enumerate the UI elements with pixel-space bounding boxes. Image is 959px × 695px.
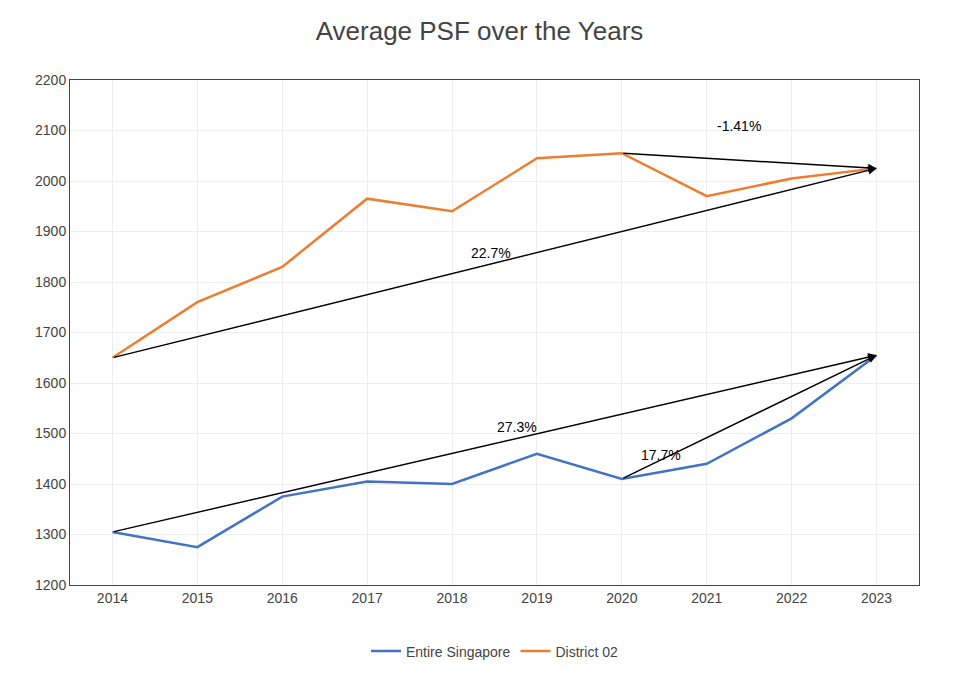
svg-text:2018: 2018 (436, 590, 467, 606)
svg-text:2019: 2019 (521, 590, 552, 606)
svg-text:1600: 1600 (35, 375, 66, 391)
svg-text:Average PSF over the Years: Average PSF over the Years (316, 16, 644, 46)
svg-text:1200: 1200 (35, 577, 66, 593)
svg-text:2100: 2100 (35, 122, 66, 138)
svg-text:2020: 2020 (606, 590, 637, 606)
svg-text:1800: 1800 (35, 274, 66, 290)
svg-text:2022: 2022 (776, 590, 807, 606)
svg-text:1700: 1700 (35, 324, 66, 340)
svg-text:2016: 2016 (267, 590, 298, 606)
svg-text:-1.41%: -1.41% (717, 118, 761, 134)
svg-text:1500: 1500 (35, 425, 66, 441)
svg-text:2023: 2023 (861, 590, 892, 606)
svg-text:District 02: District 02 (556, 644, 618, 660)
svg-text:22.7%: 22.7% (471, 245, 511, 261)
svg-text:Entire Singapore: Entire Singapore (406, 644, 511, 660)
svg-text:2000: 2000 (35, 173, 66, 189)
svg-text:2015: 2015 (182, 590, 213, 606)
svg-text:27.3%: 27.3% (497, 419, 537, 435)
svg-text:17.7%: 17.7% (641, 447, 681, 463)
svg-text:1400: 1400 (35, 476, 66, 492)
svg-text:2014: 2014 (97, 590, 128, 606)
svg-text:2017: 2017 (352, 590, 383, 606)
svg-text:1900: 1900 (35, 223, 66, 239)
svg-text:2021: 2021 (691, 590, 722, 606)
svg-text:2200: 2200 (35, 72, 66, 88)
svg-text:1300: 1300 (35, 526, 66, 542)
